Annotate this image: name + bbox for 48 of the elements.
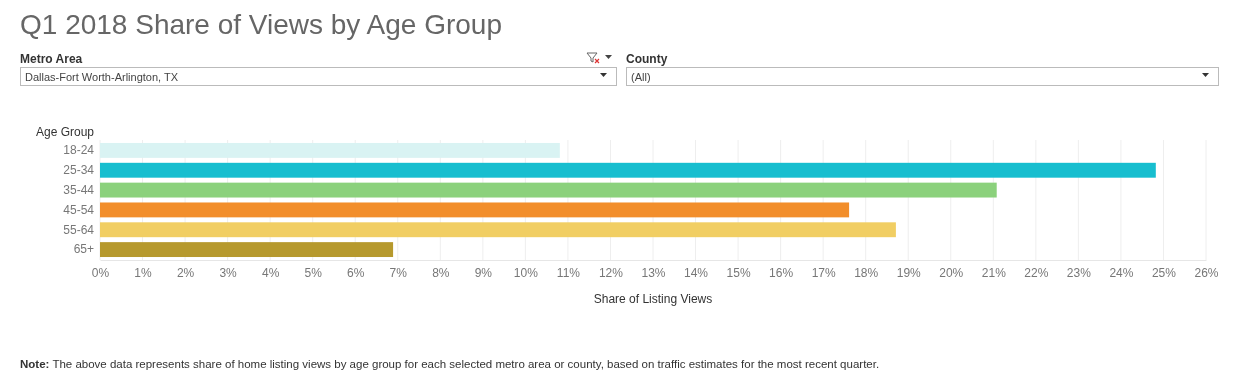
x-tick-label: 15% bbox=[726, 265, 751, 280]
text: The above data represents share of home listing views by age group for each selected metro area or county, based on traffic estimates for the most recent quarter. bbox=[49, 358, 880, 370]
bar bbox=[100, 142, 560, 158]
x-tick-label: 24% bbox=[1109, 265, 1134, 280]
text: Metro Area bbox=[20, 52, 83, 66]
x-tick-label: 25% bbox=[1151, 265, 1177, 280]
x-tick-label: 22% bbox=[1024, 265, 1049, 280]
bar bbox=[100, 202, 850, 218]
x-tick-label: 6% bbox=[347, 265, 365, 280]
bar bbox=[100, 182, 997, 198]
text: Dallas-Fort Worth-Arlington, TX bbox=[25, 71, 179, 83]
x-tick-label: 16% bbox=[769, 265, 794, 280]
x-tick-label: 9% bbox=[474, 265, 493, 280]
x-tick-label: 14% bbox=[684, 265, 709, 280]
x-tick-label: 1% bbox=[134, 265, 153, 280]
y-tick-label: 45-54 bbox=[63, 202, 95, 217]
x-tick-label: 20% bbox=[939, 265, 964, 280]
bar bbox=[100, 162, 1156, 178]
y-tick-label: 55-64 bbox=[63, 222, 95, 237]
bar bbox=[100, 222, 896, 238]
y-axis-title: Age Group bbox=[35, 125, 95, 139]
y-tick-label: 35-44 bbox=[63, 182, 95, 197]
x-tick-label: 3% bbox=[219, 265, 238, 280]
x-tick-label: 19% bbox=[896, 265, 922, 280]
x-tick-label: 13% bbox=[641, 265, 666, 280]
text: County bbox=[626, 52, 668, 66]
x-tick-label: 11% bbox=[556, 265, 581, 280]
x-tick-label: 5% bbox=[304, 265, 323, 280]
x-tick-label: 21% bbox=[981, 265, 1007, 280]
x-tick-label: 4% bbox=[261, 265, 280, 280]
bar bbox=[100, 242, 394, 258]
x-tick-label: 18% bbox=[854, 265, 879, 280]
y-tick-label: 18-24 bbox=[63, 143, 95, 158]
x-tick-label: 12% bbox=[598, 265, 624, 280]
x-tick-label: 17% bbox=[811, 265, 836, 280]
y-tick-label: 25-34 bbox=[63, 163, 95, 178]
text: (All) bbox=[631, 71, 651, 83]
chart-title: Q1 2018 Share of Views by Age Group bbox=[20, 9, 503, 40]
x-tick-label: 2% bbox=[176, 265, 195, 280]
x-tick-label: 26% bbox=[1194, 265, 1219, 280]
x-tick-label: 7% bbox=[389, 265, 408, 280]
x-tick-label: 8% bbox=[432, 265, 450, 280]
x-axis-title: Share of Listing Views bbox=[593, 292, 713, 306]
y-tick-label: 65+ bbox=[73, 242, 94, 257]
x-tick-label: 10% bbox=[513, 265, 539, 280]
x-tick-label: 0% bbox=[91, 265, 110, 280]
text: Note: bbox=[20, 358, 50, 370]
x-tick-label: 23% bbox=[1066, 265, 1092, 280]
